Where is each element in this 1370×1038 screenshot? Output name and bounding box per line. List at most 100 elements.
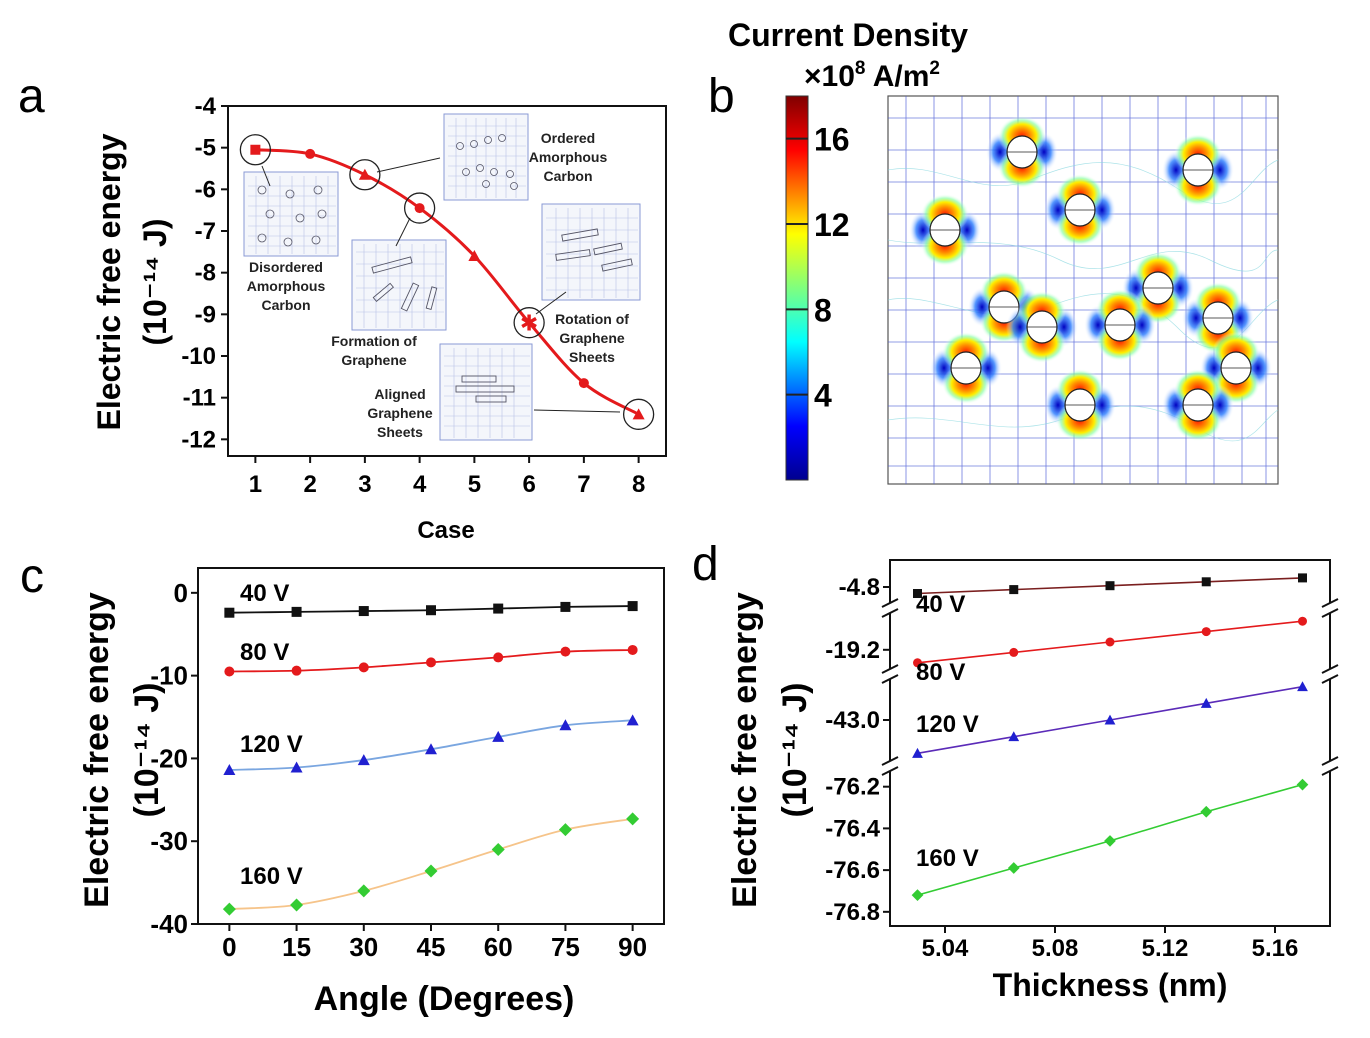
- chart-a-ylabel-2: (10⁻¹⁴ J): [137, 219, 173, 346]
- c-point: [223, 764, 236, 776]
- c-point: [290, 761, 303, 773]
- c-point: [493, 603, 504, 614]
- inset-aligned: [439, 343, 533, 441]
- a-point: [578, 378, 589, 389]
- c-xtick-label: 30: [349, 932, 378, 962]
- c-point: [425, 743, 437, 755]
- annot-disordered-1: Disordered: [249, 259, 323, 275]
- c-xtick-label: 45: [417, 932, 446, 962]
- annot-rotation-1: Rotation of: [555, 311, 629, 327]
- c-series-label: 120 V: [240, 731, 303, 758]
- a-xtick-label: 7: [577, 471, 590, 498]
- d-point: [1296, 778, 1309, 791]
- a-ytick-label: -12: [181, 426, 216, 453]
- d-point: [1008, 731, 1020, 742]
- inset-disordered: [243, 171, 339, 257]
- chart-c-ylabel-1: Electric free energy: [78, 592, 116, 908]
- c-point: [560, 646, 571, 657]
- d-axis-break-gap: [1322, 761, 1338, 771]
- colorbar-tick-label: 16: [814, 122, 850, 158]
- annot-ordered-2: Amorphous: [529, 149, 608, 165]
- c-point: [290, 898, 304, 912]
- a-point: [305, 148, 316, 159]
- c-xtick-label: 60: [484, 932, 513, 962]
- c-point: [492, 730, 505, 742]
- d-point: [1297, 681, 1308, 692]
- a-ytick-label: -8: [195, 260, 216, 287]
- arrow-case3: [376, 157, 441, 173]
- c-ytick-label: -30: [150, 826, 188, 856]
- chart-d-xlabel: Thickness (nm): [993, 967, 1228, 1003]
- a-highlight-circle: [239, 134, 272, 166]
- c-point: [493, 652, 504, 663]
- particle: [986, 116, 1058, 188]
- c-point: [491, 842, 505, 856]
- inset-rotation: [541, 203, 641, 301]
- inset-ordered: [443, 113, 529, 201]
- chart-b: Current Density ×108 A/m2 4 8 12 16: [728, 17, 1279, 485]
- d-axis-break: [881, 674, 899, 684]
- a-point: ✱: [520, 311, 538, 336]
- c-point: [222, 902, 236, 916]
- c-ytick-label: 0: [174, 578, 188, 608]
- annot-disordered-2: Amorphous: [247, 278, 326, 294]
- c-point: [426, 605, 436, 616]
- c-point: [560, 601, 571, 612]
- d-axis-break: [881, 608, 899, 618]
- d-ytick-label: -4.8: [839, 574, 880, 601]
- d-point: [1104, 835, 1116, 847]
- chart-d-ylabel-1: Electric free energy: [726, 592, 764, 908]
- particle: [1162, 134, 1234, 206]
- d-ytick-label: -43.0: [825, 707, 880, 734]
- c-point: [358, 662, 369, 673]
- d-axis-break: [881, 664, 899, 674]
- inset-formation: [351, 239, 447, 331]
- c-series-label: 80 V: [240, 639, 289, 666]
- a-series-line: [255, 148, 640, 416]
- annot-ordered-3: Carbon: [544, 168, 593, 184]
- d-point: [1009, 585, 1019, 595]
- chart-d-ylabel-2: (10⁻¹⁴ J): [776, 683, 814, 818]
- d-point: [911, 889, 924, 901]
- d-xtick-label: 5.12: [1142, 935, 1189, 962]
- d-point: [1007, 862, 1020, 874]
- a-point: [358, 168, 371, 180]
- d-series-label: 120 V: [916, 711, 979, 738]
- annot-aligned-3: Sheets: [377, 424, 423, 440]
- chart-d-frame: [889, 559, 1331, 927]
- a-highlight-circle: [349, 159, 381, 191]
- annot-aligned-1: Aligned: [374, 386, 425, 402]
- a-ytick-label: -7: [195, 218, 216, 245]
- c-point: [626, 812, 640, 826]
- d-point: [1201, 577, 1211, 587]
- d-point: [1105, 637, 1115, 647]
- annot-ordered-1: Ordered: [541, 130, 595, 146]
- d-axis-break-gap: [1322, 669, 1338, 679]
- a-ytick-label: -9: [195, 301, 216, 328]
- c-point: [558, 823, 572, 837]
- a-point: [250, 144, 261, 155]
- c-point: [627, 601, 638, 612]
- c-xtick-label: 0: [222, 932, 236, 962]
- a-ytick-label: -6: [195, 176, 216, 203]
- d-point: [1201, 627, 1211, 637]
- d-ytick-label: -19.2: [825, 637, 880, 664]
- chart-c-xlabel: Angle (Degrees): [314, 980, 575, 1018]
- d-point: [1104, 714, 1116, 725]
- particle: [909, 194, 981, 266]
- d-point: [1200, 697, 1212, 708]
- chart-d: 5.04 5.08 5.12 5.16 -4.8 -19.2 -43.0 -76.2 -76.4…: [726, 559, 1339, 1003]
- a-ytick-label: -11: [183, 385, 216, 412]
- a-point: [414, 203, 425, 214]
- d-axis-break: [1321, 674, 1339, 684]
- d-axis-break: [1321, 608, 1339, 618]
- panel-label-d: d: [692, 538, 719, 591]
- annot-disordered-3: Carbon: [262, 297, 311, 313]
- particle: [1044, 369, 1116, 441]
- chart-c-ylabel-2: (10⁻¹⁴ J): [128, 683, 166, 818]
- d-point: [1105, 581, 1115, 591]
- d-point: [1200, 805, 1213, 818]
- d-axis-break: [881, 766, 899, 776]
- d-point: [913, 658, 922, 668]
- a-xtick-label: 1: [249, 471, 262, 498]
